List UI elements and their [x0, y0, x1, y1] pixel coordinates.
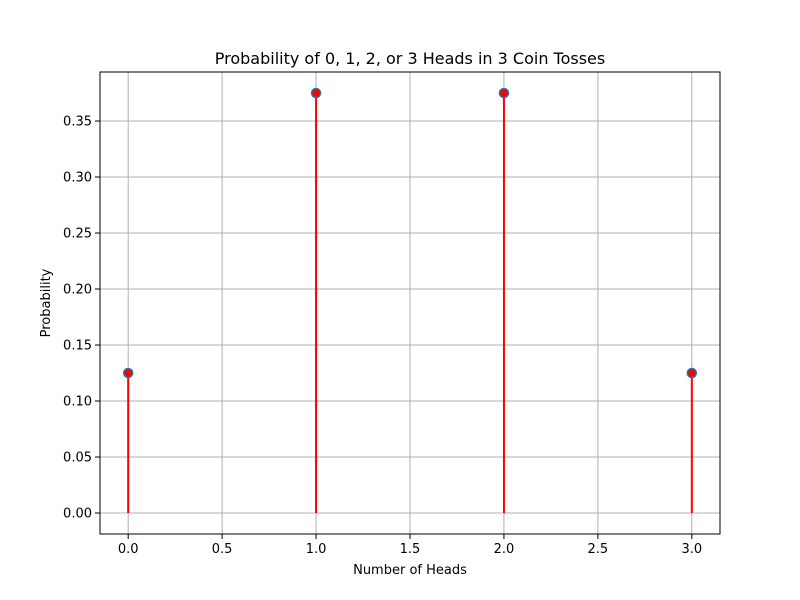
stem-series [122, 87, 698, 513]
stem-marker [122, 367, 134, 379]
x-tick-label: 3.0 [681, 542, 702, 557]
x-tick-label: 2.5 [588, 542, 609, 557]
y-tick-label: 0.35 [63, 115, 92, 130]
stem-marker [686, 367, 698, 379]
x-tick-label: 2.0 [494, 542, 515, 557]
axis-ticks: 0.0 0.5 1.0 1.5 2.0 2.5 3.0 0.00 0.05 0.10 0.15 0.2… [63, 115, 702, 558]
x-tick-label: 1.0 [306, 542, 327, 557]
chart-title: Probability of 0, 1, 2, or 3 Heads in 3 … [215, 49, 605, 68]
y-tick-label: 0.05 [63, 451, 92, 466]
y-tick-label: 0.25 [63, 227, 92, 242]
y-axis-label: Probability [39, 268, 54, 337]
x-tick-label: 1.5 [400, 542, 421, 557]
y-tick-label: 0.15 [63, 339, 92, 354]
stem-marker [498, 87, 510, 99]
stem-marker [310, 87, 322, 99]
y-tick-label: 0.10 [63, 395, 92, 410]
y-tick-label: 0.00 [63, 507, 92, 522]
x-axis-label: Number of Heads [353, 563, 467, 578]
x-tick-label: 0.0 [118, 542, 139, 557]
x-tick-label: 0.5 [212, 542, 233, 557]
y-tick-label: 0.30 [63, 171, 92, 186]
y-tick-label: 0.20 [63, 283, 92, 298]
grid [100, 72, 720, 534]
